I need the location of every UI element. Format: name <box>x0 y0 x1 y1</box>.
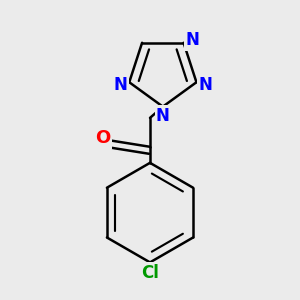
Text: N: N <box>186 31 200 49</box>
Text: N: N <box>199 76 212 94</box>
Text: O: O <box>95 129 110 147</box>
Text: N: N <box>156 106 170 124</box>
Text: Cl: Cl <box>141 264 159 282</box>
Text: N: N <box>113 76 127 94</box>
